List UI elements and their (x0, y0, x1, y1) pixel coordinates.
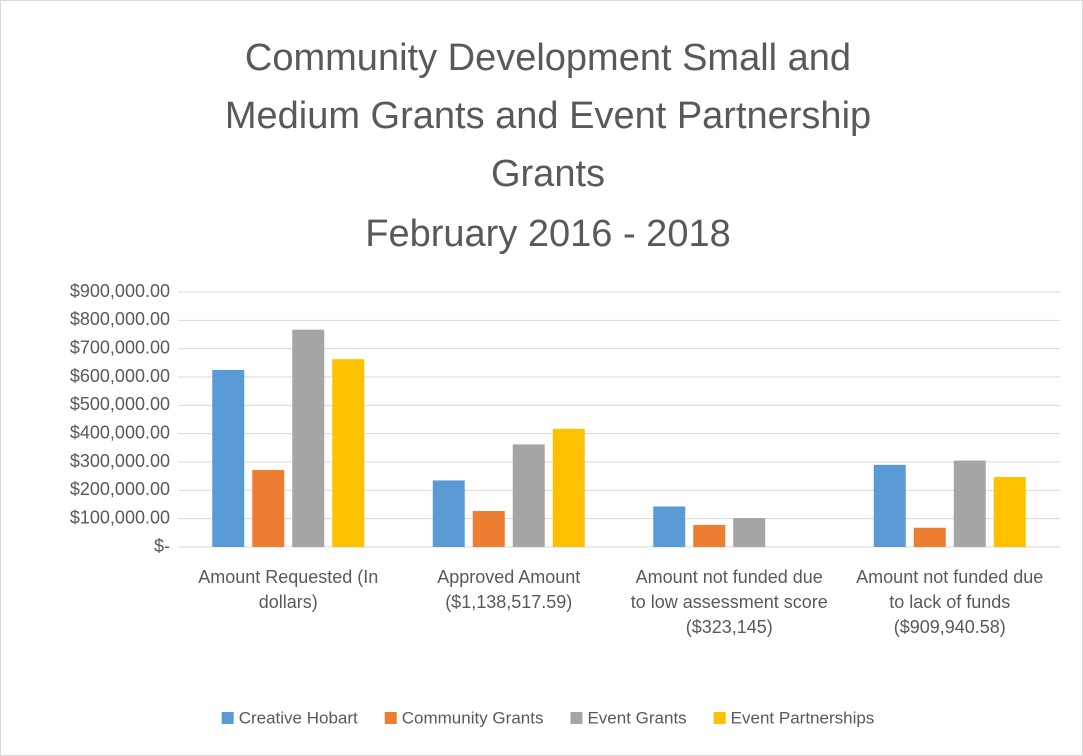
x-tick-label: Amount not funded due to low assessment s… (631, 567, 828, 637)
legend: Creative Hobart Community Grants Event Gra… (221, 708, 875, 727)
bar (552, 428, 585, 547)
y-tick-label: $- (154, 536, 170, 556)
bar (873, 464, 906, 547)
legend-swatch (384, 712, 397, 724)
bar (332, 359, 365, 547)
x-tick-label: Approved Amount ($1,138,517.59) (437, 567, 580, 612)
x-tick-label: Amount not funded due to lack of funds ($9… (856, 567, 1043, 637)
y-tick-label: $200,000.00 (70, 479, 170, 499)
y-tick-label: $900,000.00 (70, 281, 170, 301)
chart-title: Medium Grants and Event Partnership (225, 95, 871, 137)
legend-swatch (713, 712, 726, 724)
bar (993, 477, 1026, 547)
legend-label: Event Partnerships (731, 708, 875, 727)
y-tick-label: $700,000.00 (70, 337, 170, 357)
bar (472, 511, 505, 547)
chart-subtitle: February 2016 - 2018 (365, 213, 730, 255)
bar (212, 369, 245, 547)
chart-title: Community Development Small and (245, 37, 851, 79)
bar (653, 506, 686, 547)
legend-label: Creative Hobart (239, 708, 358, 727)
x-tick-label: Amount Requested (In dollars) (198, 567, 378, 612)
bar (953, 460, 986, 547)
bar (252, 469, 285, 547)
y-tick-label: $500,000.00 (70, 394, 170, 414)
bar (733, 518, 766, 547)
bar (512, 444, 545, 547)
chart-title: Grants (491, 153, 605, 195)
y-tick-label: $400,000.00 (70, 422, 170, 442)
legend-swatch (221, 712, 234, 724)
y-tick-label: $600,000.00 (70, 366, 170, 386)
legend-swatch (570, 712, 583, 724)
bar (432, 480, 465, 547)
legend-label: Community Grants (402, 708, 544, 727)
bar (292, 329, 325, 547)
y-tick-label: $800,000.00 (70, 309, 170, 329)
y-tick-label: $100,000.00 (70, 507, 170, 527)
bar (693, 524, 726, 547)
bar (913, 527, 946, 547)
y-tick-label: $300,000.00 (70, 451, 170, 471)
legend-label: Event Grants (587, 708, 686, 727)
